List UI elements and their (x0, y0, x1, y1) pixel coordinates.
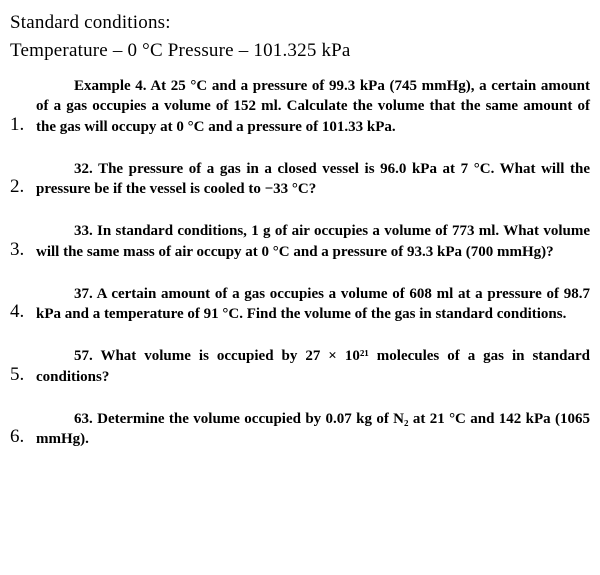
problem-body: In standard conditions, 1 g of air occup… (36, 223, 590, 259)
problem-text: 33. In standard conditions, 1 g of air o… (36, 221, 590, 262)
problem-text: 32. The pressure of a gas in a closed ve… (36, 159, 590, 200)
header-standard-conditions: Standard conditions: (10, 12, 590, 34)
problem-outer-number: 4. (10, 301, 36, 324)
problem-lead: Example 4. (74, 78, 147, 94)
problem-text: 63. Determine the volume occupied by 0.0… (36, 409, 590, 450)
header-temp-pressure: Temperature – 0 °C Pressure – 101.325 kP… (10, 40, 590, 62)
problem-text: 37. A certain amount of a gas occupies a… (36, 284, 590, 325)
problem-lead: 32. (74, 161, 93, 177)
problem-outer-number: 3. (10, 239, 36, 262)
problem-outer-number: 1. (10, 114, 36, 137)
problem-lead: 33. (74, 223, 93, 239)
problem-3: 3. 33. In standard conditions, 1 g of ai… (10, 221, 590, 262)
problem-text: 57. What volume is occupied by 27 × 10²¹… (36, 346, 590, 387)
problem-body: The pressure of a gas in a closed vessel… (36, 161, 590, 197)
problem-body: What volume is occupied by 27 × 10²¹ mol… (36, 348, 590, 384)
problem-outer-number: 5. (10, 364, 36, 387)
problem-5: 5. 57. What volume is occupied by 27 × 1… (10, 346, 590, 387)
problem-1: 1. Example 4. At 25 °C and a pressure of… (10, 76, 590, 137)
problem-2: 2. 32. The pressure of a gas in a closed… (10, 159, 590, 200)
problem-4: 4. 37. A certain amount of a gas occupie… (10, 284, 590, 325)
problem-text: Example 4. At 25 °C and a pressure of 99… (36, 76, 590, 137)
problem-body: A certain amount of a gas occupies a vol… (36, 286, 590, 322)
problem-lead: 37. (74, 286, 93, 302)
problem-lead: 57. (74, 348, 93, 364)
problem-outer-number: 6. (10, 426, 36, 449)
problem-6: 6. 63. Determine the volume occupied by … (10, 409, 590, 450)
problem-outer-number: 2. (10, 176, 36, 199)
problem-body: Determine the volume occupied by 0.07 kg… (36, 411, 590, 447)
problem-lead: 63. (74, 411, 93, 427)
